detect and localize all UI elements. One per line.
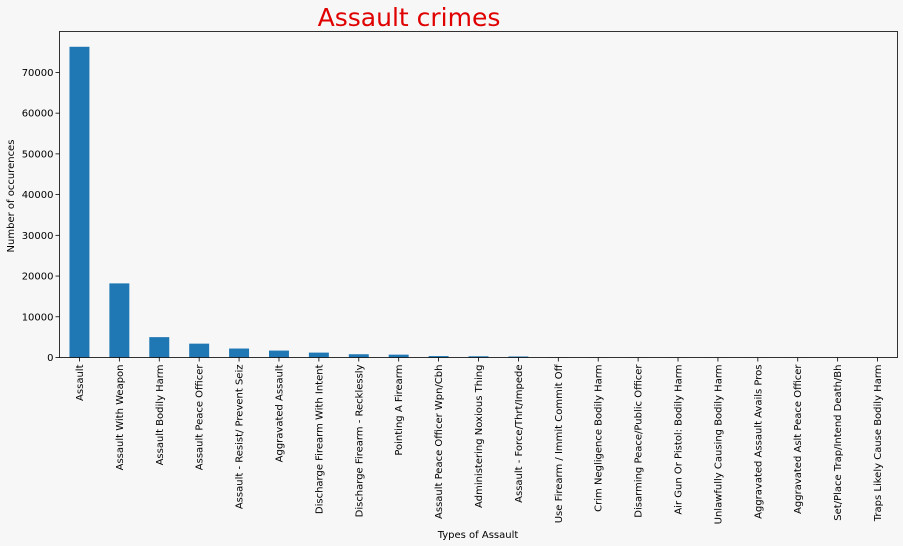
x-tick-label-9: Assault Peace Officer Wpn/Cbh xyxy=(434,365,445,519)
bar-7 xyxy=(348,354,369,358)
plot-frame xyxy=(59,31,898,358)
chart-title: Assault crimes xyxy=(318,3,501,32)
y-tick-label-3: 30000 xyxy=(22,231,54,242)
x-tick-label-13: Crim Negligence Bodily Harm xyxy=(594,365,605,512)
bar-10 xyxy=(468,356,489,358)
bar-2 xyxy=(149,337,170,358)
x-tick-label-4: Assault - Resist/ Prevent Seiz xyxy=(235,365,246,510)
x-tick-label-11: Assault - Force/Thrt/Impede xyxy=(514,365,525,503)
x-tick-label-18: Aggravated Aslt Peace Officer xyxy=(793,364,804,514)
y-tick-label-6: 60000 xyxy=(22,109,54,120)
y-tick-label-0: 0 xyxy=(47,353,53,364)
x-tick-label-2: Assault Bodily Harm xyxy=(155,365,166,466)
y-tick-label-4: 40000 xyxy=(22,190,54,201)
x-tick-label-14: Disarming Peace/Public Officer xyxy=(634,364,645,518)
x-tick-label-19: Set/Place Trap/Intend Death/Bh xyxy=(833,365,844,521)
x-tick-label-12: Use Firearm / Immit Commit Off xyxy=(554,363,565,523)
x-tick-label-16: Unlawfully Causing Bodily Harm xyxy=(713,365,724,525)
x-tick-label-20: Traps Likely Cause Bodily Harm xyxy=(873,365,884,523)
bar-5 xyxy=(269,350,289,358)
x-tick-label-17: Aggravated Assault Avails Pros xyxy=(753,365,764,519)
y-tick-label-5: 50000 xyxy=(22,149,54,160)
x-tick-label-3: Assault Peace Officer xyxy=(195,364,206,471)
bars-layer xyxy=(69,46,888,358)
y-axis-label: Number of occurences xyxy=(6,140,17,253)
x-tick-label-1: Assault With Weapon xyxy=(115,365,126,471)
bar-9 xyxy=(428,356,449,358)
y-tick-label-2: 20000 xyxy=(22,272,54,283)
x-tick-label-7: Discharge Firearm - Recklessly xyxy=(354,364,365,517)
x-tick-label-5: Aggravated Assault xyxy=(274,364,285,462)
bar-6 xyxy=(308,352,329,358)
x-axis-label: Types of Assault xyxy=(437,530,519,541)
x-tick-label-15: Air Gun Or Pistol: Bodily Harm xyxy=(674,365,685,515)
bar-1 xyxy=(109,283,130,358)
y-tick-label-7: 70000 xyxy=(22,68,54,79)
x-tick-label-8: Pointing A Firearm xyxy=(394,365,405,456)
bar-8 xyxy=(388,354,409,358)
bar-11 xyxy=(508,356,529,358)
bar-3 xyxy=(189,343,210,358)
x-tick-label-0: Assault xyxy=(75,364,86,401)
x-axis-ticks: Assault Assault With Weapon Assault Bodily… xyxy=(75,357,884,525)
bar-0 xyxy=(69,46,90,358)
y-axis-ticks: 0 10000 20000 30000 40000 50000 60000 70000 xyxy=(22,68,60,364)
y-tick-label-1: 10000 xyxy=(22,312,54,323)
bar-4 xyxy=(229,348,250,358)
x-tick-label-6: Discharge Firearm With Intent xyxy=(314,364,325,514)
x-tick-label-10: Administering Noxious Thing xyxy=(474,365,485,508)
